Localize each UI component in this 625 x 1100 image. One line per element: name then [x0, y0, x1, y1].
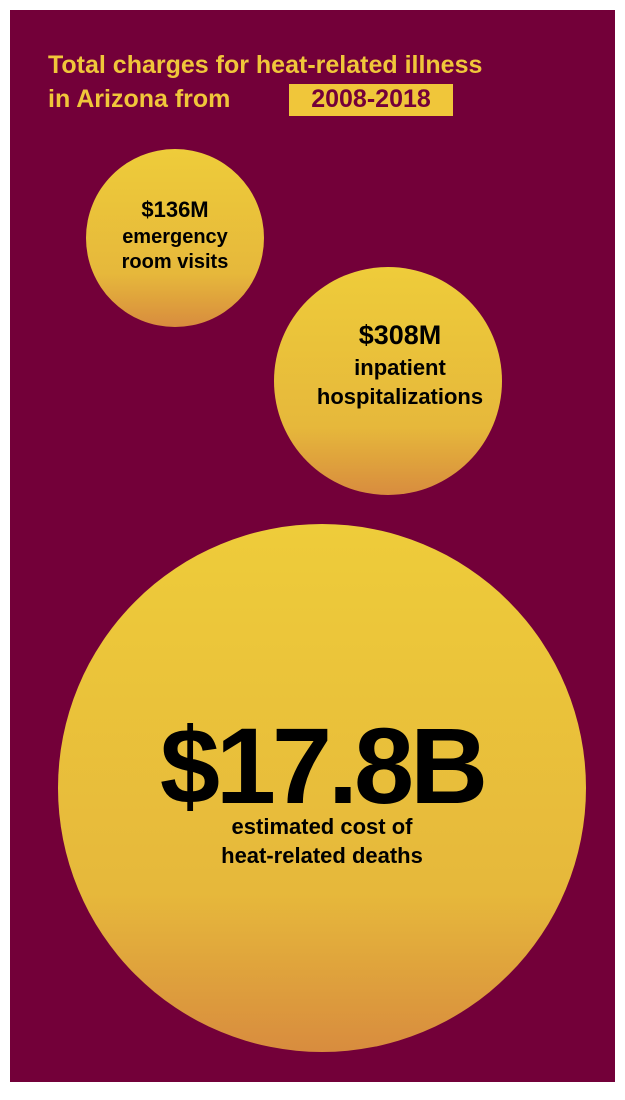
- bubble-amount: $17.8B: [160, 705, 484, 826]
- bubble: [86, 149, 264, 327]
- bubble: [274, 267, 502, 495]
- title-line: in Arizona from: [48, 85, 230, 113]
- bubble-label: emergency: [122, 226, 228, 248]
- bubble-amount: $136M: [141, 197, 208, 222]
- highlight-box: [289, 84, 453, 116]
- bubble-label: inpatient: [354, 355, 446, 380]
- title-highlight: 2008-2018: [311, 85, 431, 113]
- bubble-label: estimated cost of: [232, 814, 414, 839]
- bubble-label: heat-related deaths: [221, 843, 423, 868]
- bubble-amount: $308M: [359, 320, 442, 350]
- bubble-label: hospitalizations: [317, 384, 483, 409]
- bubble-label: room visits: [122, 251, 229, 273]
- bubble: [58, 524, 586, 1052]
- title-line: Total charges for heat-related illness: [48, 51, 482, 79]
